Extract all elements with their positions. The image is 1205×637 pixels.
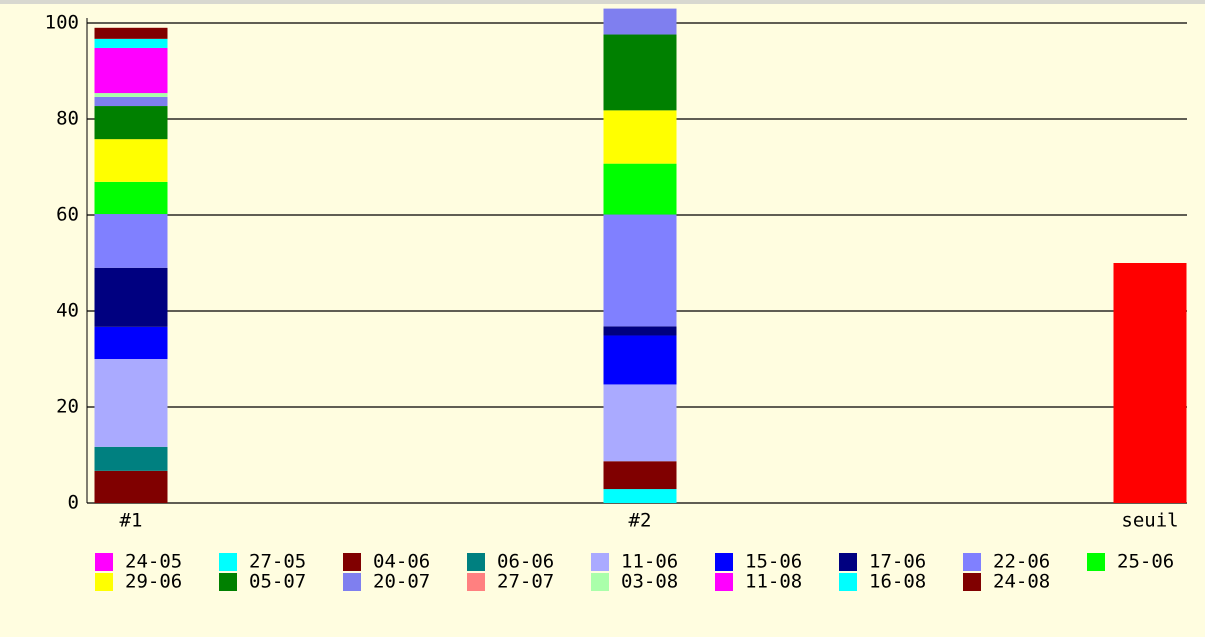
legend-label: 11-06	[621, 551, 678, 573]
legend-label: 11-08	[745, 571, 802, 593]
bar-segment	[94, 326, 168, 359]
bar-segment	[94, 38, 168, 48]
legend-label: 25-06	[1117, 551, 1174, 573]
legend-label: 06-06	[497, 551, 554, 573]
bar-segment	[94, 359, 168, 447]
bar-segment	[94, 181, 168, 215]
x-tick-label: seuil	[1121, 510, 1178, 532]
bar-segment	[603, 214, 677, 327]
legend-label: 24-05	[125, 551, 182, 573]
legend-swatch	[715, 573, 733, 591]
legend-label: 27-07	[497, 571, 554, 593]
x-tick-label: #2	[629, 510, 652, 532]
legend-label: 20-07	[373, 571, 430, 593]
y-tick-label: 60	[56, 204, 79, 226]
bar-segment	[603, 489, 677, 503]
bar-segment	[94, 139, 168, 182]
legend-label: 24-08	[993, 571, 1050, 593]
bar-segment	[603, 326, 677, 336]
y-tick-label: 0	[68, 492, 79, 514]
legend-label: 05-07	[249, 571, 306, 593]
legend-label: 17-06	[869, 551, 926, 573]
y-tick-label: 20	[56, 396, 79, 418]
legend-swatch	[219, 553, 237, 571]
bar-segment	[94, 96, 168, 107]
legend-swatch	[219, 573, 237, 591]
legend-label: 15-06	[745, 551, 802, 573]
bar-segment	[94, 93, 168, 97]
legend-swatch	[467, 573, 485, 591]
legend-swatch	[591, 553, 609, 571]
legend-label: 22-06	[993, 551, 1050, 573]
legend-swatch	[343, 553, 361, 571]
legend-label: 27-05	[249, 551, 306, 573]
legend-swatch	[839, 573, 857, 591]
legend-swatch	[591, 573, 609, 591]
bar-segment	[94, 446, 168, 471]
legend-swatch	[963, 553, 981, 571]
bar-segment	[94, 470, 168, 503]
legend-label: 03-08	[621, 571, 678, 593]
threshold-bar	[1113, 263, 1187, 503]
bar-segment	[94, 214, 168, 268]
x-tick-label: #1	[120, 510, 143, 532]
bar-segment	[603, 384, 677, 462]
top-strip	[0, 0, 1205, 4]
bar-segment	[603, 163, 677, 215]
y-tick-label: 80	[56, 108, 79, 130]
bar-segment	[603, 34, 677, 111]
legend-swatch	[839, 553, 857, 571]
bar-segment	[94, 267, 168, 327]
bar-segment	[603, 8, 677, 35]
legend-label: 29-06	[125, 571, 182, 593]
legend-swatch	[95, 553, 113, 571]
legend-label: 16-08	[869, 571, 926, 593]
bar-segment	[94, 47, 168, 94]
bar-segment	[603, 110, 677, 164]
bar-segment	[94, 27, 168, 39]
legend-swatch	[963, 573, 981, 591]
legend-swatch	[715, 553, 733, 571]
legend-swatch	[1087, 553, 1105, 571]
bar-segment	[94, 106, 168, 140]
y-tick-label: 40	[56, 300, 79, 322]
legend-swatch	[343, 573, 361, 591]
bar-segment	[603, 335, 677, 385]
legend-label: 04-06	[373, 551, 430, 573]
bar-segment	[603, 461, 677, 490]
y-tick-label: 100	[45, 12, 79, 34]
legend-swatch	[95, 573, 113, 591]
legend-swatch	[467, 553, 485, 571]
